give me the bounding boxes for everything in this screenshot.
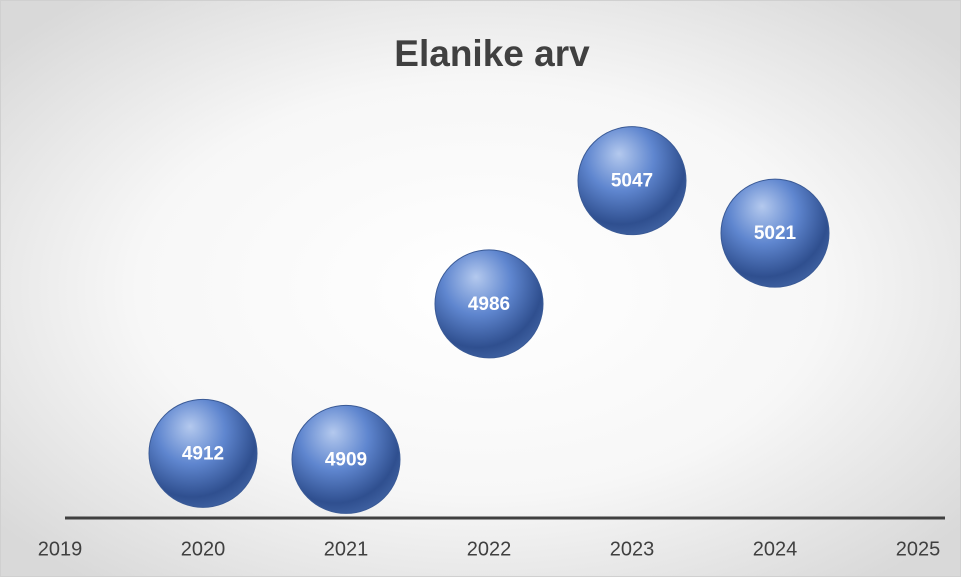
- bubble: [720, 178, 830, 288]
- x-tick-label: 2024: [753, 538, 798, 560]
- bubble: [148, 398, 258, 508]
- data-label: 4986: [468, 294, 510, 315]
- x-tick-label: 2019: [38, 538, 83, 560]
- data-label: 4912: [182, 443, 224, 464]
- x-tick-label: 2020: [181, 538, 226, 560]
- bubble: [434, 249, 544, 359]
- x-tick-label: 2021: [324, 538, 369, 560]
- bubble: [291, 404, 401, 514]
- data-label: 4909: [325, 449, 367, 470]
- x-tick-label: 2023: [610, 538, 655, 560]
- x-tick-label: 2025: [896, 538, 941, 560]
- bubble: [577, 126, 687, 236]
- x-tick-label: 2022: [467, 538, 512, 560]
- chart-title: Elanike arv: [394, 33, 590, 74]
- data-label: 5047: [611, 171, 653, 192]
- data-label: 5021: [754, 223, 797, 244]
